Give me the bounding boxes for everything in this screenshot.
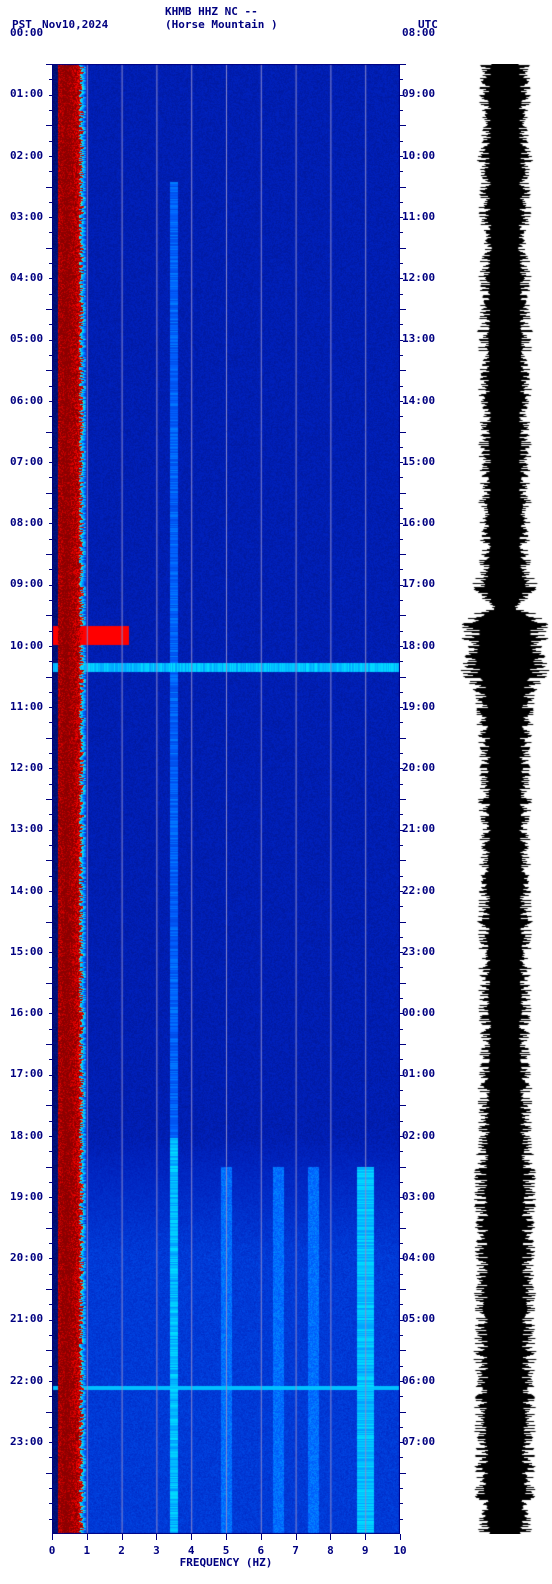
pst-hour-label: 04:00 (10, 271, 43, 284)
utc-hour-label: 21:00 (402, 822, 435, 835)
utc-hour-label: 17:00 (402, 577, 435, 590)
pst-hour-label: 06:00 (10, 394, 43, 407)
utc-hour-label: 08:00 (402, 26, 435, 39)
pst-hour-label: 20:00 (10, 1251, 43, 1264)
utc-hour-label: 11:00 (402, 210, 435, 223)
utc-hour-label: 06:00 (402, 1374, 435, 1387)
pst-hour-label: 05:00 (10, 332, 43, 345)
pst-hour-label: 09:00 (10, 577, 43, 590)
pst-hour-label: 07:00 (10, 455, 43, 468)
utc-hour-label: 05:00 (402, 1312, 435, 1325)
pst-hour-label: 10:00 (10, 639, 43, 652)
utc-hour-label: 01:00 (402, 1067, 435, 1080)
freq-tick-label: 8 (327, 1544, 334, 1557)
utc-hour-label: 02:00 (402, 1129, 435, 1142)
pst-hour-label: 03:00 (10, 210, 43, 223)
utc-hour-label: 18:00 (402, 639, 435, 652)
freq-tick-label: 7 (292, 1544, 299, 1557)
station-name: (Horse Mountain ) (165, 18, 278, 31)
station-code: KHMB HHZ NC -- (165, 5, 258, 18)
pst-hour-label: 18:00 (10, 1129, 43, 1142)
date-label: Nov10,2024 (42, 18, 108, 31)
utc-hour-label: 20:00 (402, 761, 435, 774)
utc-hour-label: 10:00 (402, 149, 435, 162)
pst-hour-label: 22:00 (10, 1374, 43, 1387)
seismic-spectrogram-display: KHMB HHZ NC -- (Horse Mountain ) PST Nov… (0, 0, 552, 1584)
freq-tick-label: 1 (83, 1544, 90, 1557)
pst-hour-label: 14:00 (10, 884, 43, 897)
x-axis-title: FREQUENCY (HZ) (180, 1556, 273, 1569)
header: KHMB HHZ NC -- (Horse Mountain ) PST Nov… (0, 0, 552, 32)
utc-hour-label: 00:00 (402, 1006, 435, 1019)
pst-hour-label: 13:00 (10, 822, 43, 835)
freq-tick-label: 0 (49, 1544, 56, 1557)
plot-area: 00:00 01:00 02:00 03:00 04:00 05:00 06:00 07:00… (0, 32, 552, 1552)
utc-hour-label: 12:00 (402, 271, 435, 284)
utc-hour-label: 23:00 (402, 945, 435, 958)
utc-hour-label: 16:00 (402, 516, 435, 529)
utc-hour-label: 09:00 (402, 87, 435, 100)
waveform-canvas (460, 64, 550, 1534)
utc-hour-label: 03:00 (402, 1190, 435, 1203)
pst-hour-label: 12:00 (10, 761, 43, 774)
pst-hour-label: 15:00 (10, 945, 43, 958)
pst-hour-label: 02:00 (10, 149, 43, 162)
utc-hour-label: 19:00 (402, 700, 435, 713)
frequency-axis: 012345678910 FREQUENCY (HZ) (52, 1534, 400, 1584)
pst-hour-label: 11:00 (10, 700, 43, 713)
utc-hour-label: 14:00 (402, 394, 435, 407)
pst-hour-label: 17:00 (10, 1067, 43, 1080)
freq-tick-label: 9 (362, 1544, 369, 1557)
utc-hour-label: 15:00 (402, 455, 435, 468)
spectrogram-canvas (52, 64, 400, 1534)
utc-hour-label: 07:00 (402, 1435, 435, 1448)
freq-tick-label: 3 (153, 1544, 160, 1557)
pst-hour-label: 01:00 (10, 87, 43, 100)
pst-hour-label: 16:00 (10, 1006, 43, 1019)
utc-hour-label: 13:00 (402, 332, 435, 345)
utc-hour-label: 22:00 (402, 884, 435, 897)
freq-tick-label: 10 (393, 1544, 406, 1557)
utc-hour-label: 04:00 (402, 1251, 435, 1264)
pst-hour-label: 23:00 (10, 1435, 43, 1448)
pst-hour-label: 21:00 (10, 1312, 43, 1325)
pst-hour-label: 19:00 (10, 1190, 43, 1203)
pst-hour-label: 08:00 (10, 516, 43, 529)
freq-tick-label: 2 (118, 1544, 125, 1557)
pst-hour-label: 00:00 (10, 26, 43, 39)
